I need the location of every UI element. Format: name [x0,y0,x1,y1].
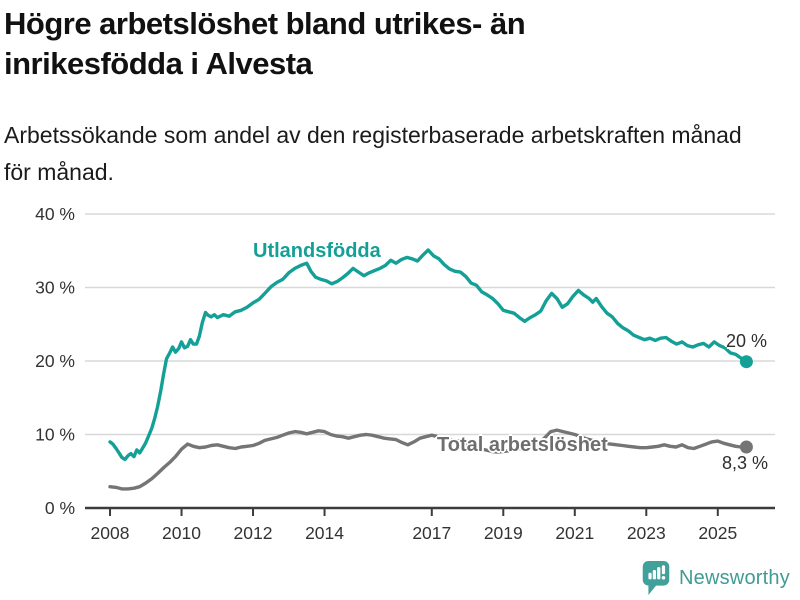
newsworthy-icon [642,560,670,596]
series-end-dot-total-arbetsloshet [739,440,753,454]
chart-subtitle: Arbetssökande som andel av den registerb… [4,122,742,185]
x-tick-label: 2010 [162,523,201,543]
end-value-label-utlandsfodda: 20 % [726,331,768,351]
series-label-total-arbetsloshet: Total arbetslöshet [437,434,608,456]
series-line-total-arbetsloshet [108,428,749,491]
y-tick-label: 0 % [45,498,75,518]
y-tick-label: 20 % [35,351,75,371]
x-tick-label: 2025 [698,523,737,543]
newsworthy-wordmark: Newsworthy [679,566,790,589]
series-end-dot-utlandsfodda [739,355,753,369]
y-tick-label: 10 % [35,425,75,445]
y-tick-label: 40 % [35,204,75,224]
x-tick-label: 2008 [91,523,130,543]
x-tick-label: 2017 [412,523,451,543]
x-tick-label: 2023 [627,523,666,543]
chart-title: Högre arbetslöshet bland utrikes- än inr… [4,6,526,81]
x-tick-label: 2021 [555,523,594,543]
y-tick-label: 30 % [35,278,75,298]
end-value-label-total: 8,3 % [722,453,769,473]
x-tick-label: 2014 [305,523,344,543]
x-tick-label: 2012 [234,523,273,543]
x-tick-label: 2019 [484,523,523,543]
series-label-utlandsfodda: Utlandsfödda [253,240,381,262]
series-line-utlandsfodda [108,248,749,462]
newsworthy-logo[interactable]: Newsworthy [641,560,790,596]
